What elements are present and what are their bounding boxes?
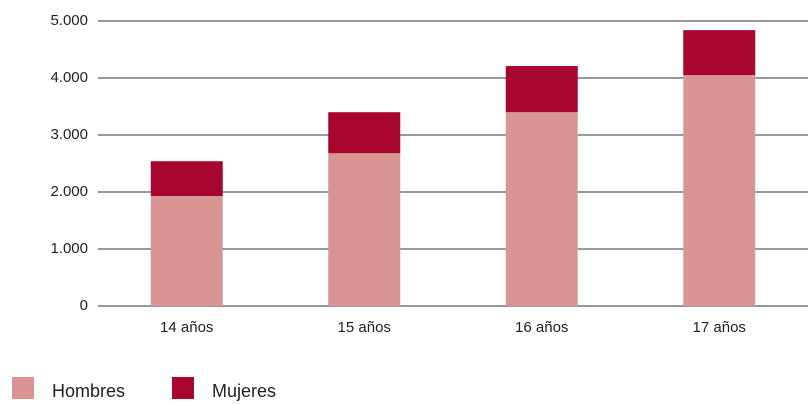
- y-tick-label: 2.000: [50, 183, 88, 200]
- bar-segment: [683, 75, 756, 307]
- bar-segment: [683, 30, 756, 76]
- bar-segment: [328, 112, 401, 154]
- y-tick-label: 5.000: [50, 12, 88, 29]
- y-tick-label: 3.000: [50, 126, 88, 143]
- x-tick-label: 17 años: [693, 319, 746, 336]
- bar-segment: [328, 153, 401, 306]
- bar-segment: [505, 112, 578, 306]
- bar-segment: [150, 195, 223, 306]
- x-tick-label: 15 años: [338, 319, 391, 336]
- legend-swatch: [172, 377, 194, 399]
- legend-swatch: [12, 377, 34, 399]
- bar-segment: [150, 161, 223, 196]
- bar-segment: [505, 66, 578, 113]
- y-tick-label: 1.000: [50, 240, 88, 257]
- x-tick-label: 14 años: [160, 319, 213, 336]
- x-tick-label: 16 años: [515, 319, 568, 336]
- legend-label: Mujeres: [212, 381, 276, 401]
- y-tick-label: 0: [80, 297, 88, 314]
- y-tick-label: 4.000: [50, 69, 88, 86]
- legend-label: Hombres: [52, 381, 125, 401]
